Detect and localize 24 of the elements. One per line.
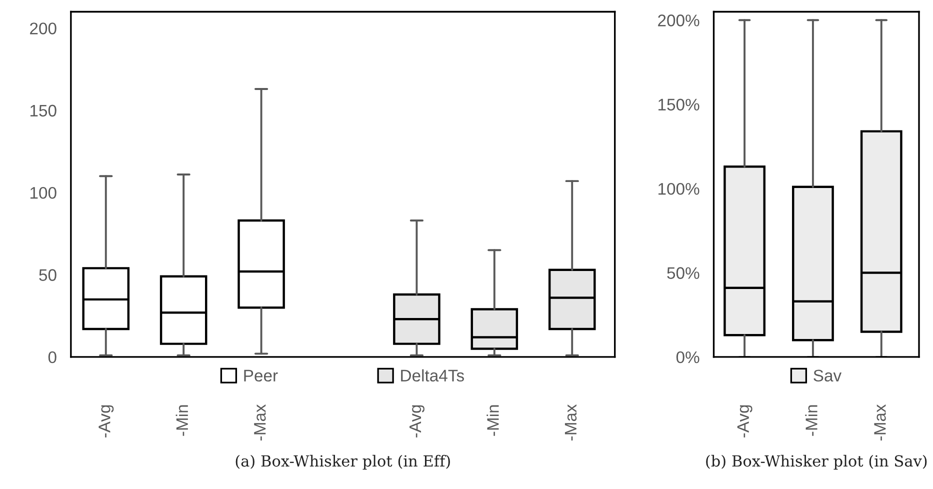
x-tick-label: -Min <box>176 405 188 436</box>
y-tick-label: 200% <box>658 14 700 26</box>
x-tick-label: -Max <box>254 404 266 440</box>
legend-label: Sav <box>814 370 842 382</box>
x-tick-label: -Min <box>486 405 499 436</box>
x-tick-label: -Max <box>564 404 577 440</box>
x-tick-label: -Avg <box>410 405 424 438</box>
y-tick-label: 150% <box>658 98 700 111</box>
y-tick-label: 200 <box>30 22 56 34</box>
x-tick-label: -Max <box>874 404 886 440</box>
y-tick-label: 50 <box>39 269 56 281</box>
text: (a) Box-Whisker plot (in Eff) <box>236 454 450 470</box>
x-tick-label: -Avg <box>98 405 114 438</box>
y-tick-label: 0% <box>676 351 700 364</box>
y-tick-label: 150 <box>30 104 56 117</box>
y-tick-label: 0 <box>48 351 56 364</box>
text: (b) Box-Whisker plot (in Sav) <box>706 454 927 470</box>
y-tick-label: 100 <box>30 186 56 199</box>
legend-label: Peer <box>244 370 278 382</box>
y-tick-label: 50% <box>667 267 700 279</box>
y-tick-label: 100% <box>658 182 700 195</box>
x-tick-label: -Min <box>805 405 818 436</box>
x-tick-label: -Avg <box>737 405 752 438</box>
legend-label: Delta4Ts <box>401 369 464 382</box>
